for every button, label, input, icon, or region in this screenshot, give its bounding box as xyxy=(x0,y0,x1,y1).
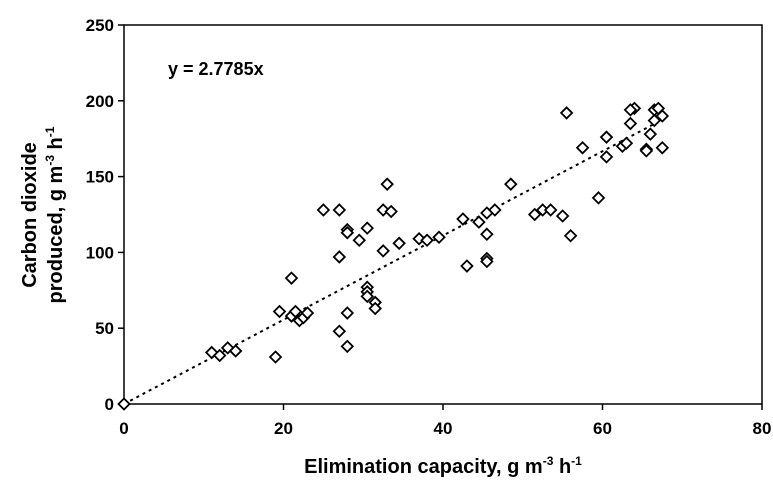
y-axis-title-line2: produced, g m-3 h-1 xyxy=(43,126,67,303)
data-point xyxy=(504,177,518,191)
data-point xyxy=(543,203,558,217)
data-point xyxy=(352,233,367,248)
data-point xyxy=(284,271,299,285)
y-axis-ticks: 0 50 100 150 200 250 xyxy=(86,16,124,414)
data-point xyxy=(460,259,474,273)
data-points xyxy=(117,101,670,411)
data-point xyxy=(480,227,494,241)
data-point xyxy=(599,150,614,164)
data-point xyxy=(360,289,375,304)
data-point xyxy=(117,397,131,411)
data-point xyxy=(480,254,494,269)
data-point xyxy=(655,141,670,155)
y-tick-label: 50 xyxy=(95,319,114,338)
data-point xyxy=(228,344,243,358)
data-point xyxy=(272,304,287,319)
data-point xyxy=(623,116,638,131)
data-point xyxy=(376,244,390,258)
x-tick-label: 0 xyxy=(119,419,128,438)
data-point xyxy=(332,250,347,264)
data-point xyxy=(527,207,542,222)
data-point xyxy=(619,136,634,151)
x-tick-label: 40 xyxy=(434,419,453,438)
x-tick-label: 80 xyxy=(753,419,772,438)
y-tick-label: 200 xyxy=(86,92,114,111)
data-point xyxy=(384,204,398,219)
x-tick-label: 20 xyxy=(274,419,293,438)
data-point xyxy=(488,203,502,217)
y-tick-label: 250 xyxy=(86,16,114,35)
data-point xyxy=(559,106,574,120)
data-point xyxy=(376,203,390,217)
data-point xyxy=(432,230,446,245)
y-axis-title: Carbon dioxide produced, g m-3 h-1 xyxy=(19,126,67,303)
data-point xyxy=(639,144,654,158)
y-tick-label: 100 xyxy=(86,243,114,262)
data-point xyxy=(563,228,578,243)
data-point xyxy=(332,324,347,339)
x-axis-title: Elimination capacity, g m-3 h-1 xyxy=(304,454,582,478)
equation-annotation: y = 2.7785x xyxy=(168,59,264,79)
data-point xyxy=(643,127,658,141)
data-point xyxy=(392,236,406,251)
data-point xyxy=(268,350,283,364)
data-point xyxy=(288,304,303,319)
data-point xyxy=(360,221,375,235)
data-point xyxy=(300,306,315,320)
data-point xyxy=(472,215,486,229)
y-axis-title-line1: Carbon dioxide xyxy=(19,142,41,288)
plot-frame xyxy=(123,24,763,405)
data-point xyxy=(655,109,670,123)
data-point xyxy=(340,339,355,354)
y-tick-label: 0 xyxy=(105,395,114,414)
data-point xyxy=(380,177,394,191)
y-tick-label: 150 xyxy=(86,168,114,187)
data-point xyxy=(555,209,570,223)
x-tick-label: 60 xyxy=(593,419,612,438)
data-point xyxy=(368,301,382,316)
data-point xyxy=(647,113,662,128)
data-point xyxy=(623,103,638,117)
trendline xyxy=(123,120,659,405)
data-point xyxy=(591,191,606,205)
data-point xyxy=(599,130,614,144)
data-point xyxy=(575,141,590,155)
data-point xyxy=(316,203,331,217)
data-point xyxy=(420,233,434,248)
data-point xyxy=(212,348,227,363)
data-point xyxy=(340,225,355,240)
data-point xyxy=(340,306,355,320)
x-axis-ticks: 0 20 40 60 80 xyxy=(119,404,771,438)
data-point xyxy=(456,212,470,226)
data-point xyxy=(332,203,347,217)
